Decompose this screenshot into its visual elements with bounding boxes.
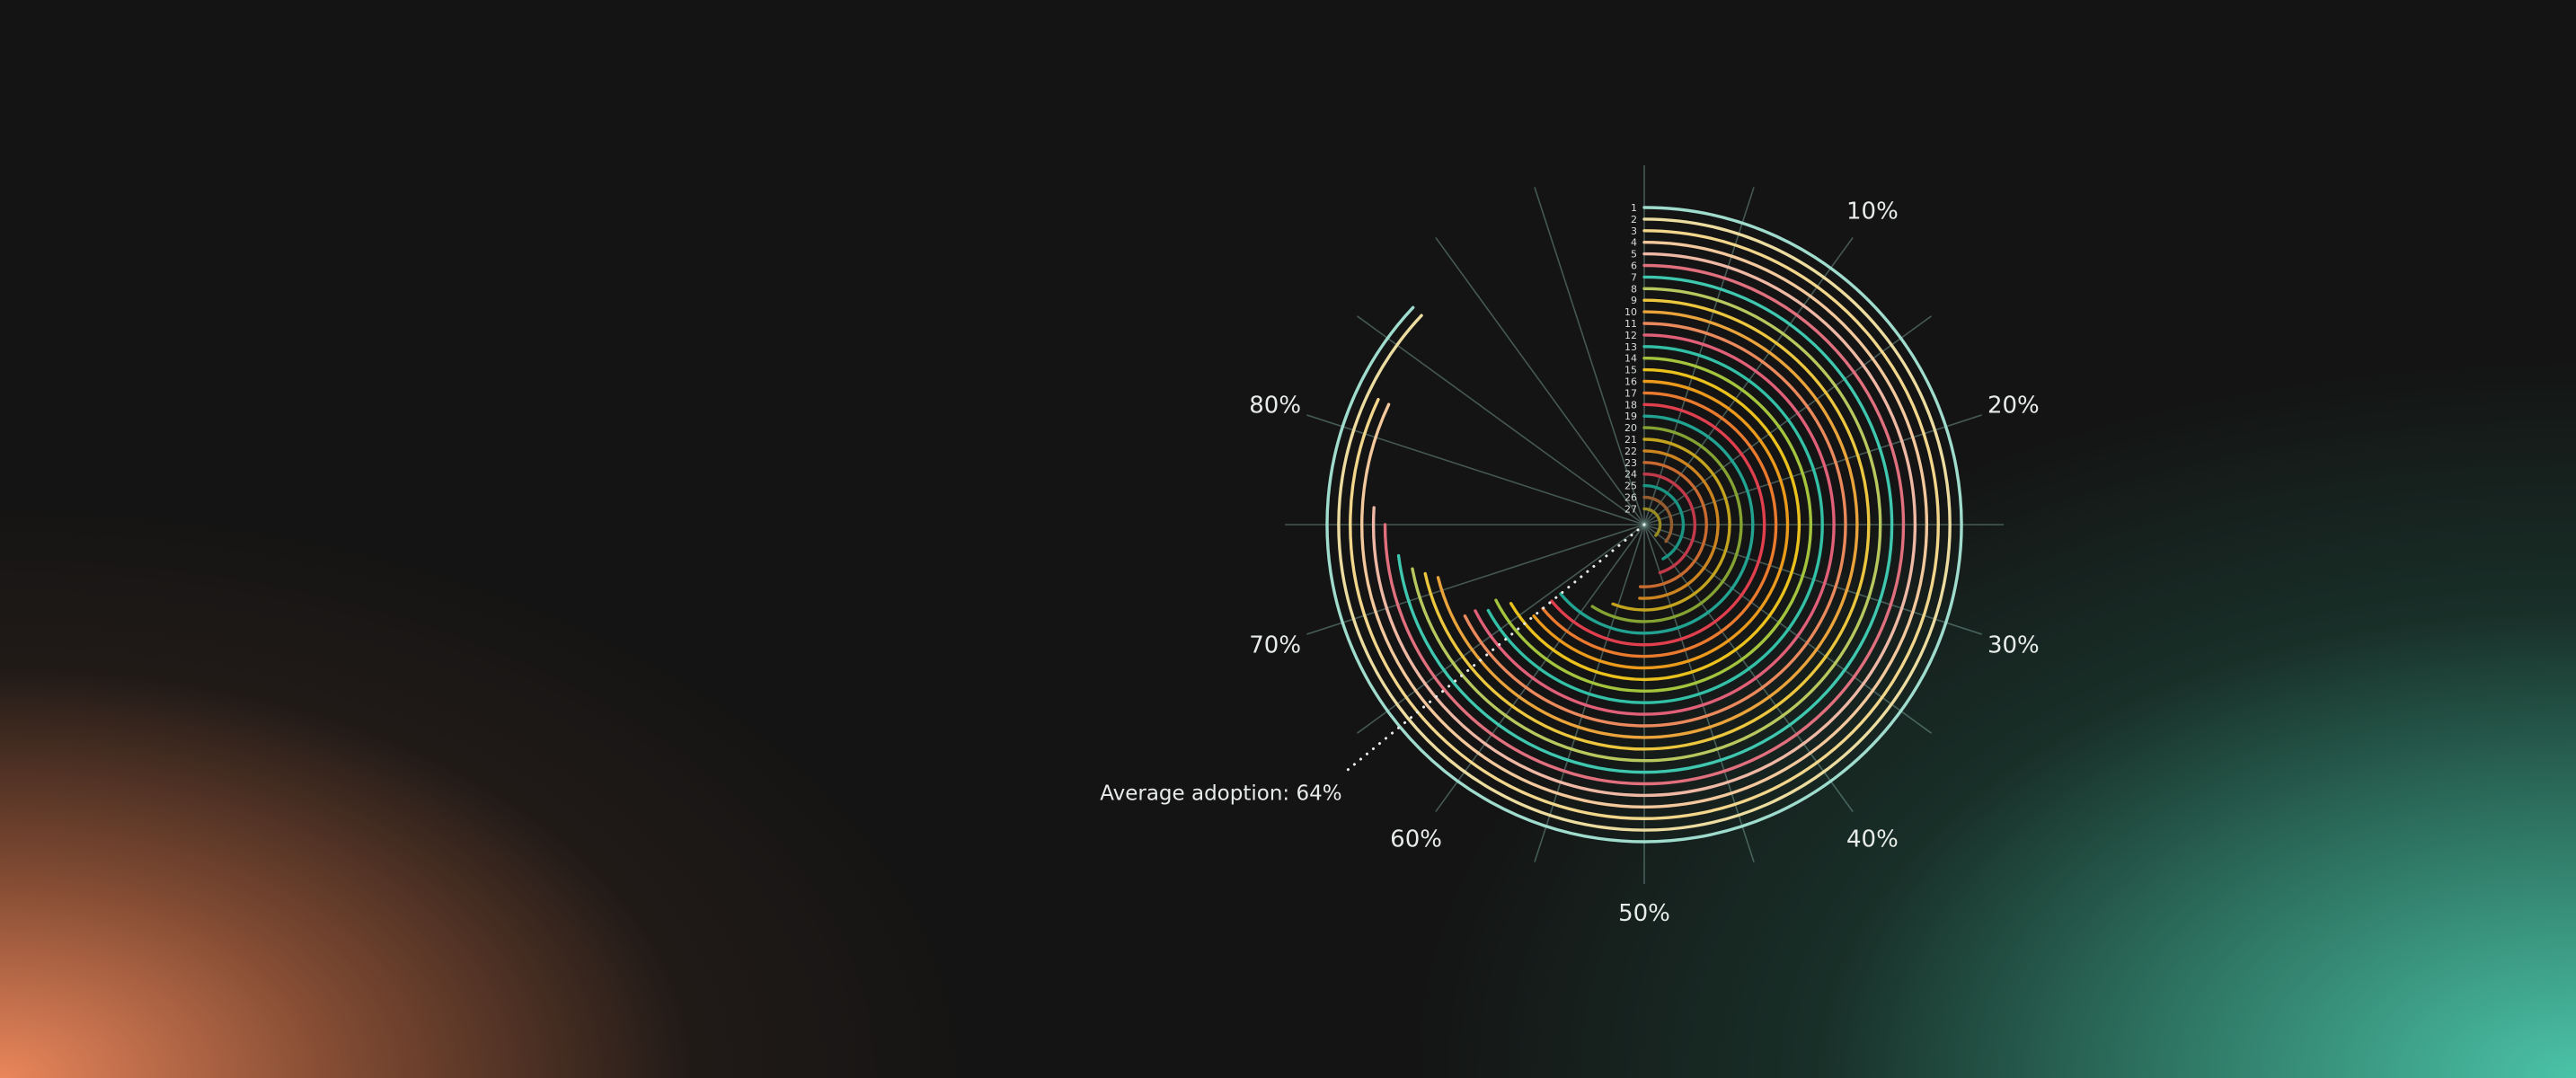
average-line: [1342, 523, 1646, 775]
category-label: 7: [1631, 271, 1637, 283]
category-label: 21: [1624, 434, 1637, 446]
arc-5: [1371, 252, 1917, 798]
arc-15: [1509, 367, 1801, 682]
arc-2: [1337, 217, 1952, 832]
tick-label: 50%: [1618, 900, 1670, 927]
arc-21: [1611, 437, 1731, 612]
category-label: 11: [1624, 318, 1637, 330]
category-label: 22: [1624, 446, 1637, 457]
category-label: 4: [1631, 237, 1637, 249]
arc-23: [1638, 461, 1708, 588]
category-label: 2: [1631, 214, 1637, 225]
arc-20: [1590, 426, 1743, 623]
arc-18: [1550, 402, 1766, 647]
category-label: 6: [1631, 261, 1637, 272]
arc-4: [1360, 241, 1928, 808]
category-label: 14: [1624, 353, 1637, 365]
grid-spoke: [1435, 236, 1645, 526]
category-label: 25: [1624, 481, 1637, 492]
grid-spoke: [1306, 414, 1645, 526]
category-label: 8: [1631, 283, 1637, 295]
tick-labels: 10% 20% 30% 40% 50% 60% 70% 80%: [1249, 199, 2040, 927]
category-label: 18: [1624, 399, 1637, 411]
arc-3: [1349, 229, 1940, 820]
arc-14: [1494, 357, 1813, 693]
category-label: 15: [1624, 365, 1637, 376]
arc-26: [1642, 495, 1674, 543]
average-annotation: Average adoption: 64%: [1100, 523, 1646, 806]
tick-label: 30%: [1987, 632, 2040, 658]
arc-17: [1541, 391, 1778, 658]
arc-25: [1642, 483, 1686, 561]
category-label: 23: [1624, 457, 1637, 469]
tick-label: 60%: [1390, 826, 1442, 853]
category-label: 24: [1624, 469, 1637, 481]
tick-label: 10%: [1846, 199, 1899, 225]
arc-11: [1463, 322, 1847, 728]
category-label: 3: [1631, 225, 1637, 237]
category-label: 27: [1624, 503, 1637, 515]
category-label: 20: [1624, 422, 1637, 434]
arc-9: [1423, 298, 1871, 751]
category-label: 16: [1624, 376, 1637, 388]
tick-label: 70%: [1249, 632, 1301, 658]
arc-19: [1559, 414, 1755, 635]
category-label: 12: [1624, 330, 1637, 341]
category-label: 1: [1631, 202, 1637, 214]
arcs: [1325, 206, 1963, 844]
tick-label: 80%: [1249, 393, 1301, 420]
arc-7: [1396, 275, 1894, 774]
arc-8: [1411, 287, 1882, 763]
grid-spoke: [1306, 524, 1645, 635]
category-label: 13: [1624, 341, 1637, 353]
arc-13: [1486, 345, 1824, 704]
category-labels: 1234567891011121314151617181920212223242…: [1624, 202, 1637, 515]
arc-24: [1642, 473, 1696, 575]
grid-spoke: [1356, 315, 1645, 526]
arc-6: [1383, 263, 1906, 786]
grid-spoke: [1534, 187, 1645, 526]
average-label: Average adoption: 64%: [1100, 782, 1341, 806]
arc-22: [1638, 449, 1720, 600]
category-label: 19: [1624, 411, 1637, 422]
arc-27: [1642, 507, 1662, 537]
arc-10: [1436, 310, 1859, 739]
tick-label: 20%: [1987, 393, 2040, 420]
category-label: 9: [1631, 295, 1637, 306]
category-label: 17: [1624, 387, 1637, 399]
tick-label: 40%: [1846, 826, 1899, 853]
arc-12: [1474, 333, 1836, 716]
category-label: 5: [1631, 249, 1637, 261]
category-label: 10: [1624, 306, 1637, 318]
category-label: 26: [1624, 492, 1637, 504]
arc-1: [1325, 206, 1963, 844]
arc-16: [1532, 379, 1790, 670]
